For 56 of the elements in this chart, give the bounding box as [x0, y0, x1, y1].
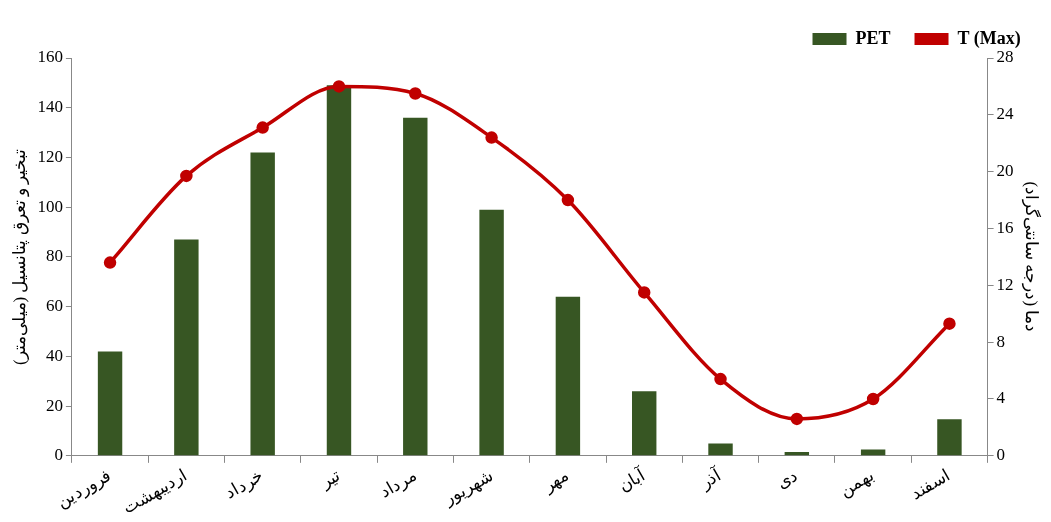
x-tick-label: خرداد — [221, 465, 268, 504]
bar — [937, 419, 962, 456]
point — [637, 286, 651, 299]
x-tick-label: مرداد — [376, 465, 421, 503]
y2-tick-label: 8 — [996, 331, 1006, 351]
bar — [708, 443, 733, 456]
y2-axis-title: دما (درجه سانتی‌گراد) — [1021, 181, 1043, 333]
y-tick-label: 20 — [45, 395, 63, 415]
y-tick-label: 60 — [45, 296, 63, 316]
point — [790, 412, 804, 426]
y2-tick-label: 20 — [996, 161, 1014, 181]
bar — [97, 351, 123, 456]
point — [180, 169, 193, 183]
y-tick-label: 140 — [37, 97, 63, 117]
x-tick-label: مهر — [539, 465, 573, 497]
bar — [250, 152, 275, 456]
x-tick-label: آذر — [695, 463, 727, 494]
point — [943, 317, 956, 330]
y-tick-label: 40 — [45, 345, 63, 365]
y2-tick-label: 4 — [996, 388, 1006, 408]
bar — [784, 452, 810, 456]
y2-tick-label: 28 — [996, 47, 1014, 67]
x-tick-label: فروردین — [53, 465, 115, 513]
legend-label: PET — [855, 27, 891, 48]
point — [866, 392, 880, 406]
point — [485, 131, 498, 144]
y-tick-label: 120 — [37, 146, 63, 166]
point — [409, 87, 422, 100]
y2-tick-label: 12 — [996, 274, 1014, 294]
x-tick-label: شهریور — [439, 465, 497, 510]
x-tick-label: اردیبهشت — [119, 465, 192, 519]
point — [714, 372, 727, 386]
bar — [632, 391, 657, 456]
x-tick-label: آبان — [614, 463, 650, 496]
y2-tick-label: 16 — [996, 217, 1014, 237]
y-tick-label: 100 — [37, 196, 63, 216]
bar — [174, 239, 199, 456]
point — [256, 121, 269, 134]
x-tick-label: تیر — [316, 465, 344, 493]
bar — [403, 117, 428, 456]
bar — [555, 296, 581, 456]
point — [561, 193, 575, 207]
point — [103, 256, 117, 269]
y-tick-label: 80 — [45, 246, 63, 266]
y-tick-label: 0 — [54, 445, 63, 465]
legend-label: T (Max) — [957, 27, 1021, 49]
y2-tick-label: 24 — [996, 104, 1015, 124]
x-tick-label: اسفند — [907, 465, 954, 503]
x-tick-label: بهمن — [836, 465, 878, 501]
x-tick-label: دی — [773, 465, 802, 493]
point — [332, 80, 346, 93]
bar — [479, 209, 504, 456]
y2-tick-label: 0 — [996, 445, 1006, 465]
y-axis-title: تبخیر و تعرق پتانسیل (میلی‌متر) — [9, 148, 30, 366]
y-tick-label: 160 — [37, 47, 63, 67]
bar — [326, 85, 352, 456]
